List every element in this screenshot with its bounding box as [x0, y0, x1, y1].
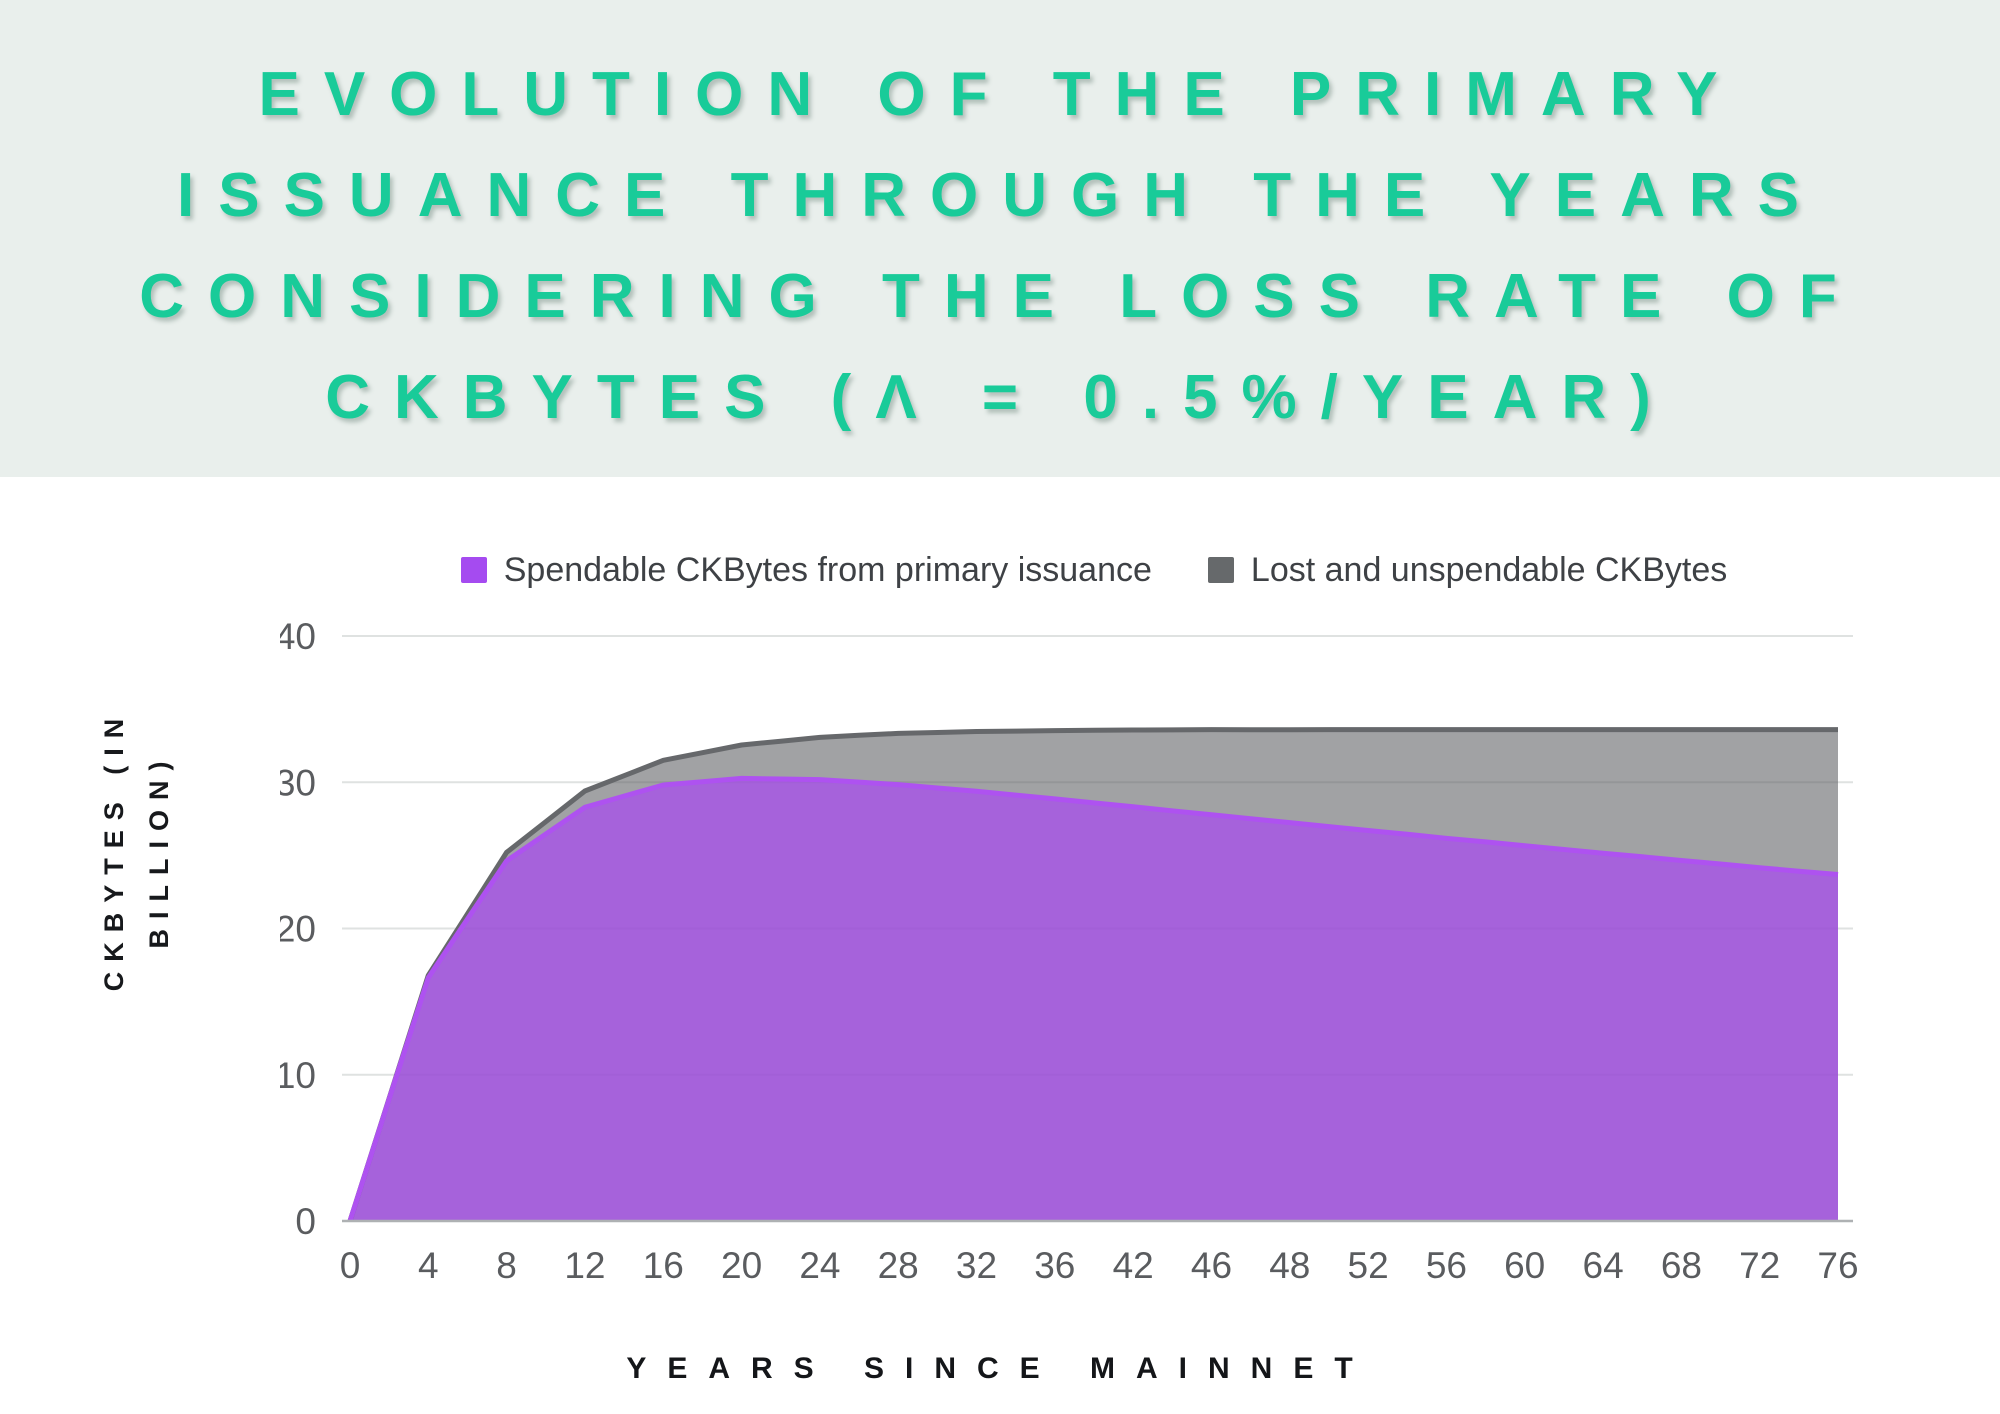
x-tick-label: 16: [643, 1245, 684, 1286]
legend-label-lost: Lost and unspendable CKBytes: [1250, 550, 1728, 589]
header-band: EVOLUTION OF THE PRIMARY ISSUANCE THROUG…: [0, 0, 2000, 477]
title-line-1: EVOLUTION OF THE PRIMARY: [258, 60, 1742, 129]
y-tick-label: 10: [280, 1055, 316, 1096]
x-tick-label: 0: [340, 1245, 361, 1286]
x-tick-label: 46: [1191, 1245, 1232, 1286]
y-tick-label: 30: [280, 762, 316, 803]
x-tick-label: 48: [1269, 1245, 1310, 1286]
y-tick-label: 40: [280, 616, 316, 657]
y-axis-title-line-1: CKBYTES (IN: [99, 708, 129, 992]
x-axis-title: YEARS SINCE MAINNET: [626, 1352, 1374, 1385]
x-tick-label: 72: [1739, 1245, 1780, 1286]
x-tick-label: 52: [1348, 1245, 1389, 1286]
lost-series-swatch-icon: [1207, 557, 1234, 583]
legend-item-spendable: Spendable CKBytes from primary issuance: [460, 550, 1152, 590]
legend-label-spendable: Spendable CKBytes from primary issuance: [503, 550, 1152, 589]
x-tick-label: 56: [1426, 1245, 1467, 1286]
legend-item-lost: Lost and unspendable CKBytes: [1207, 550, 1728, 590]
y-tick-label: 0: [295, 1201, 316, 1242]
x-tick-label: 20: [721, 1245, 762, 1286]
spendable-line: [347, 775, 1839, 1222]
x-tick-label: 64: [1583, 1245, 1624, 1286]
x-tick-label: 12: [564, 1245, 605, 1286]
title-line-2: ISSUANCE THROUGH THE YEARS: [177, 161, 1823, 230]
title-line-4: CKBYTES (Λ = 0.5%/YEAR): [325, 363, 1675, 432]
page-title: EVOLUTION OF THE PRIMARY ISSUANCE THROUG…: [0, 44, 2000, 448]
spendable-area: [350, 778, 1838, 1221]
title-line-3: CONSIDERING THE LOSS RATE OF: [139, 262, 1861, 331]
x-tick-label: 8: [496, 1245, 517, 1286]
x-tick-label: 42: [1113, 1245, 1154, 1286]
x-tick-label: 32: [956, 1245, 997, 1286]
y-tick-label: 20: [280, 909, 316, 950]
x-tick-label: 60: [1504, 1245, 1545, 1286]
x-tick-label: 4: [418, 1245, 439, 1286]
chart-legend: Spendable CKBytes from primary issuance …: [350, 546, 1838, 594]
spendable-series-swatch-icon: [460, 557, 487, 583]
total-issued-line: [347, 727, 1838, 1222]
x-tick-label: 68: [1661, 1245, 1702, 1286]
x-tick-label: 36: [1034, 1245, 1075, 1286]
y-axis-title-line-2: BILLION): [144, 751, 174, 949]
x-tick-label: 24: [799, 1245, 840, 1286]
x-tick-label: 76: [1817, 1245, 1858, 1286]
x-tick-label: 28: [878, 1245, 919, 1286]
